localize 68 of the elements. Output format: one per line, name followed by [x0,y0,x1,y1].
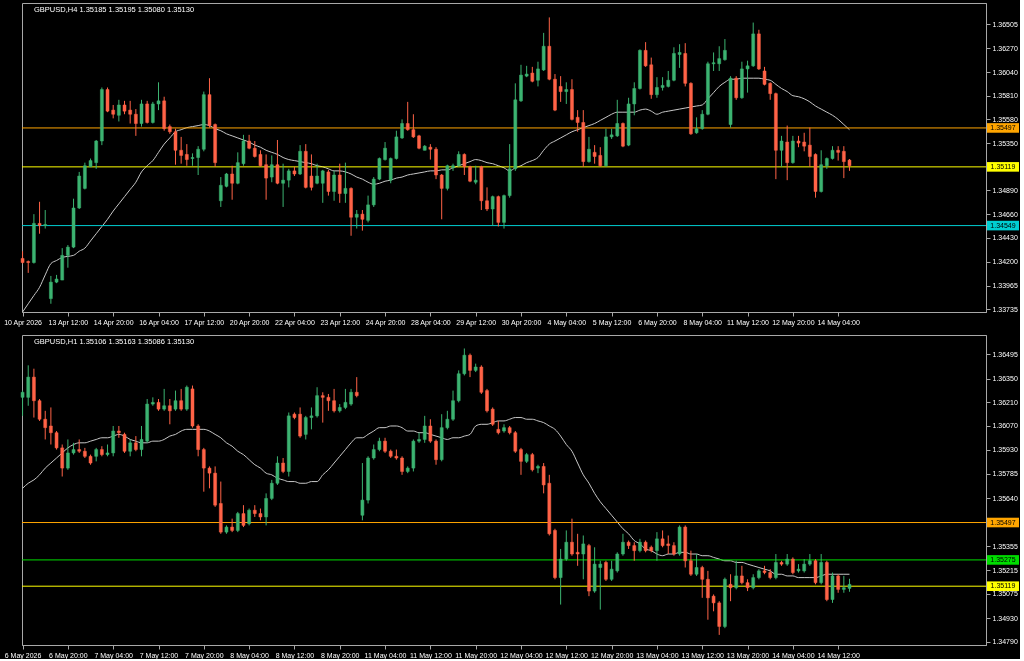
candlestick [502,423,506,434]
candlestick [774,553,778,580]
candlestick [519,447,523,476]
candlestick [468,353,472,378]
candlestick [145,100,149,125]
candlestick [530,452,535,472]
candlestick [536,464,540,474]
candlestick [621,533,625,557]
candlestick [791,135,795,165]
candlestick [332,170,336,202]
candlestick [485,186,489,212]
candlestick [621,121,625,148]
candlestick [734,560,738,590]
candlestick [185,143,189,167]
candlestick [689,550,693,577]
candlestick [836,573,840,594]
candlestick [134,108,138,137]
candlestick [734,75,738,101]
candlestick [808,553,812,567]
candlestick [117,425,121,439]
candlestick [122,432,127,454]
candlestick [173,390,178,412]
candlestick [230,518,234,533]
candlestick [490,406,495,427]
candlestick [37,201,42,235]
candlestick [564,81,569,105]
candlestick [587,136,591,164]
candlestick [694,553,699,577]
candlestick [139,99,144,128]
candlestick [366,195,370,223]
candlestick [43,209,47,230]
candlestick [830,572,835,604]
candlestick [264,492,268,526]
candlestick [162,388,166,412]
candlestick [813,558,818,585]
candlestick [728,573,733,602]
candlestick [236,511,240,533]
candlestick [490,195,495,226]
candlestick [275,139,280,185]
candlestick [241,504,246,528]
candlestick [338,163,342,204]
candlestick [604,560,608,582]
candlestick [360,209,365,232]
candlestick [179,388,183,412]
candlestick [343,162,348,204]
candlestick [422,415,427,444]
candlestick [185,385,189,412]
candlestick [287,168,291,188]
candlestick [230,165,234,201]
candlestick [168,398,172,425]
candlestick [581,534,586,580]
candlestick [439,173,444,220]
candlestick [473,165,478,185]
candlestick [723,38,727,62]
candlestick [354,376,359,398]
candlestick [354,209,359,230]
candlestick [281,163,285,208]
candlestick [655,531,659,562]
candlestick [298,144,302,176]
candlestick [321,169,325,204]
candlestick [117,99,121,122]
candlestick [779,135,784,168]
candlestick [785,125,789,181]
candlestick [485,388,489,413]
candlestick [819,553,823,585]
candlestick [700,565,704,599]
candlestick [326,169,331,197]
candlestick [270,154,274,183]
